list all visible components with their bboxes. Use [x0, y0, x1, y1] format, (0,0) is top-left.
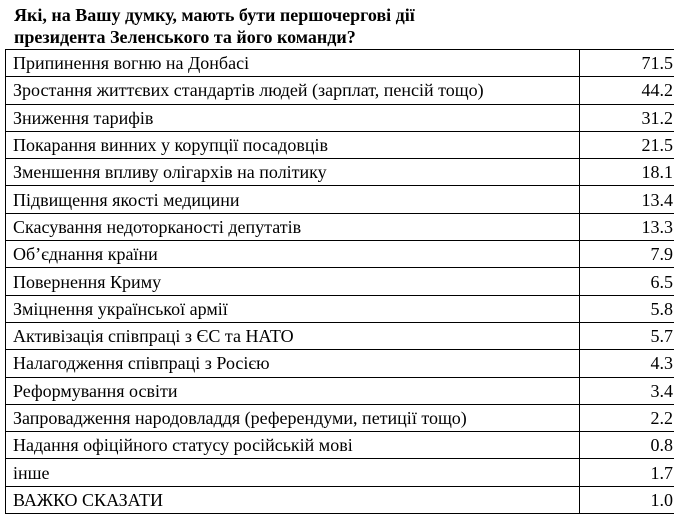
row-value: 7.9: [579, 240, 674, 269]
row-value: 3.4: [579, 376, 674, 405]
table-row: Покарання винних у корупції посадовців 21…: [5, 130, 674, 160]
row-value: 6.5: [579, 267, 674, 296]
table-row: Зменшення впливу олігархів на політику 18…: [5, 158, 674, 187]
row-label: Припинення вогню на Донбасі: [5, 48, 580, 78]
row-label: Скасування недоторканості депутатів: [5, 212, 580, 242]
row-value: 1.0: [579, 485, 674, 515]
row-label: Підвищення якості медицини: [5, 185, 580, 214]
row-value: 71.5: [579, 48, 674, 78]
table-row: Підвищення якості медицини 13.4: [5, 185, 674, 214]
row-value: 31.2: [579, 103, 674, 132]
table-row: Запровадження народовладдя (референдуми,…: [5, 403, 674, 433]
row-label: ВАЖКО СКАЗАТИ: [5, 485, 580, 515]
row-value: 13.3: [579, 212, 674, 242]
row-label: Покарання винних у корупції посадовців: [5, 130, 580, 160]
row-value: 1.7: [579, 458, 674, 487]
table-title: Які, на Вашу думку, мають бути першочерг…: [14, 4, 654, 48]
row-value: 21.5: [579, 130, 674, 160]
table-row: Налагодження співпраці з Росією 4.3: [5, 349, 674, 378]
row-label: інше: [5, 458, 580, 487]
table-row: Об’єднання країни 7.9: [5, 240, 674, 269]
row-label: Налагодження співпраці з Росією: [5, 349, 580, 378]
row-label: Реформування освіти: [5, 376, 580, 405]
row-value: 44.2: [579, 76, 674, 105]
row-value: 5.7: [579, 321, 674, 351]
table-row: Зміцнення української армії 5.8: [5, 294, 674, 323]
row-label: Об’єднання країни: [5, 240, 580, 269]
table-row: Припинення вогню на Донбасі 71.5: [5, 48, 674, 78]
row-label: Надання офіційного статусу російській мо…: [5, 431, 580, 460]
table-row: Реформування освіти 3.4: [5, 376, 674, 405]
row-label: Зміцнення української армії: [5, 294, 580, 323]
table-row: Зниження тарифів 31.2: [5, 103, 674, 132]
table-row: Надання офіційного статусу російській мо…: [5, 431, 674, 460]
row-value: 2.2: [579, 403, 674, 433]
table-title-line-2: президента Зеленського та його команди?: [14, 27, 356, 47]
row-value: 5.8: [579, 294, 674, 323]
row-label: Повернення Криму: [5, 267, 580, 296]
row-value: 0.8: [579, 431, 674, 460]
results-table-body: Припинення вогню на Донбасі 71.5 Зростання…: [5, 48, 674, 515]
row-value: 13.4: [579, 185, 674, 214]
row-label: Зменшення впливу олігархів на політику: [5, 158, 580, 187]
row-label: Запровадження народовладдя (референдуми,…: [5, 403, 580, 433]
table-row: інше 1.7: [5, 458, 674, 487]
results-table: Припинення вогню на Донбасі 71.5 Зростання…: [5, 48, 674, 515]
table-row: Зростання життєвих стандартів людей (зар…: [5, 76, 674, 105]
row-label: Активізація співпраці з ЄС та НАТО: [5, 321, 580, 351]
row-label: Зростання життєвих стандартів людей (зар…: [5, 76, 580, 105]
table-row: Скасування недоторканості депутатів 13.3: [5, 212, 674, 242]
row-value: 4.3: [579, 349, 674, 378]
row-value: 18.1: [579, 158, 674, 187]
table-row: ВАЖКО СКАЗАТИ 1.0: [5, 485, 674, 515]
row-label: Зниження тарифів: [5, 103, 580, 132]
table-row: Активізація співпраці з ЄС та НАТО 5.7: [5, 321, 674, 351]
table-title-line-1: Які, на Вашу думку, мають бути першочерг…: [14, 5, 415, 25]
table-row: Повернення Криму 6.5: [5, 267, 674, 296]
